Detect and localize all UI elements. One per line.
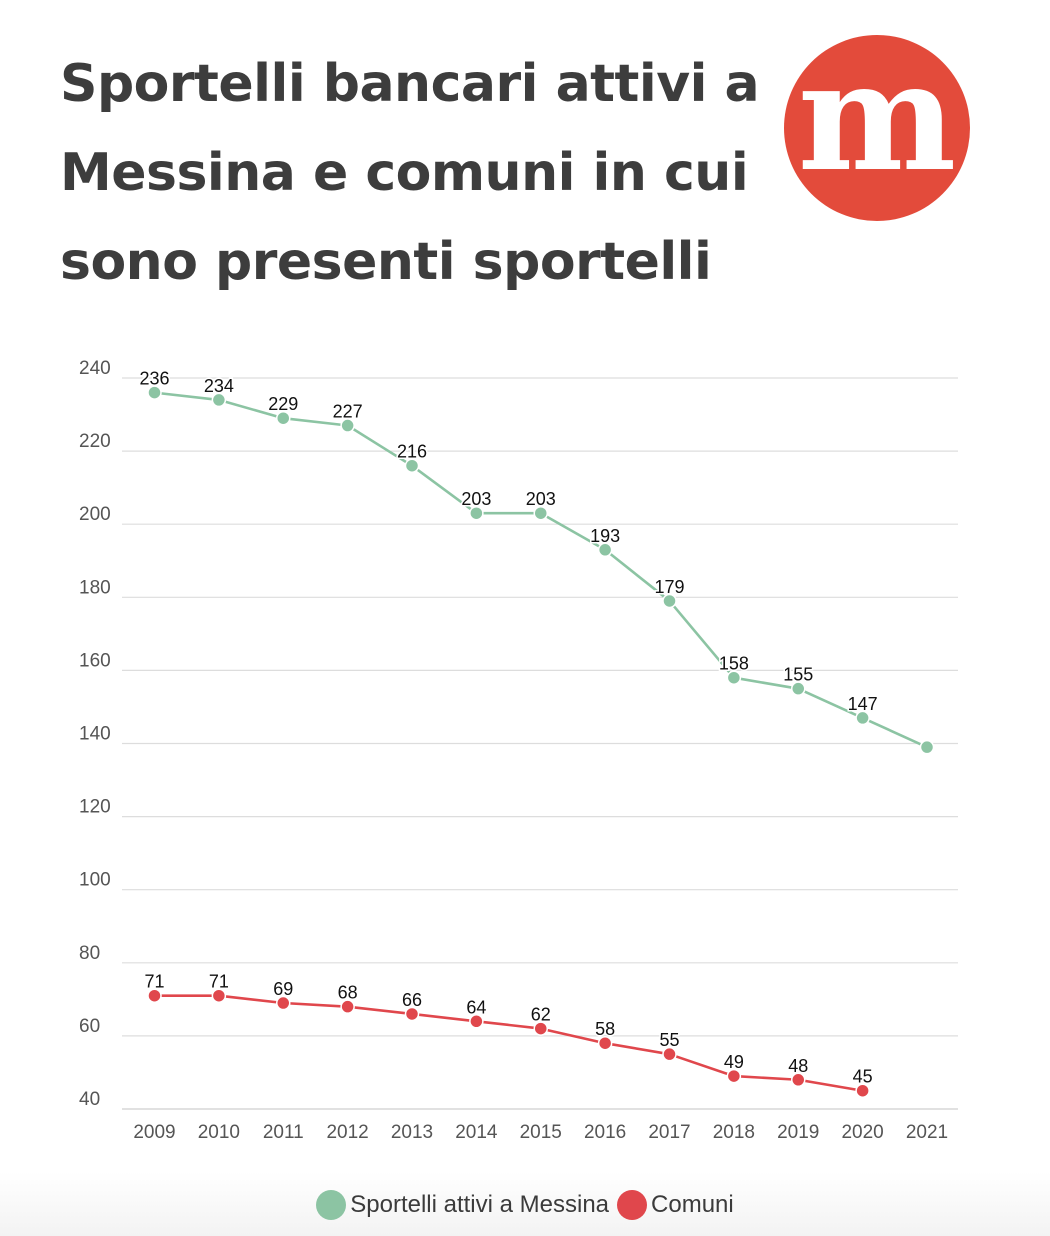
series-line [154,994,863,1093]
legend-item: Sportelli attivi a Messina [316,1190,609,1220]
data-point [597,1035,613,1051]
x-tick-label: 2013 [391,1122,433,1143]
x-tick-label: 2015 [520,1122,562,1143]
data-label: 203 [526,489,556,509]
footer-bar [0,1172,1050,1236]
data-point [662,1046,677,1062]
legend-swatch [316,1190,347,1220]
y-tick-label: 120 [79,797,111,818]
data-point [791,681,806,696]
brand-logo: m [784,35,970,221]
data-point [147,385,162,400]
data-label: 193 [590,526,620,546]
legend-label: Sportelli attivi a Messina [350,1191,610,1218]
data-label: 58 [595,1019,615,1039]
data-point [147,988,162,1003]
data-point [469,505,484,521]
data-point [855,710,870,726]
data-label: 71 [144,972,164,992]
data-label: 49 [724,1052,744,1072]
y-tick-label: 240 [79,358,111,379]
x-tick-label: 2021 [906,1122,948,1143]
data-point [919,739,935,755]
chart-title: Sportelli bancari attivi a Messina e com… [60,54,760,292]
y-tick-label: 100 [79,870,111,891]
data-label: 236 [139,369,169,389]
y-tick-label: 40 [79,1089,100,1110]
x-tick-label: 2020 [841,1122,883,1143]
y-tick-label: 200 [79,504,111,525]
x-tick-label: 2019 [777,1122,819,1143]
data-label: 55 [659,1030,679,1050]
y-tick-label: 140 [79,724,111,745]
data-label: 179 [654,577,684,597]
data-point [791,1072,806,1088]
x-tick-label: 2014 [455,1122,498,1143]
y-tick-label: 220 [79,431,111,452]
data-point [855,1083,870,1098]
series-line [154,391,928,749]
data-label: 227 [333,402,363,422]
data-point [340,418,355,433]
y-tick-label: 160 [79,650,111,671]
data-label: 62 [531,1005,551,1025]
legend-swatch [617,1190,648,1220]
chart-legend: Sportelli attivi a Messina Comuni [0,1190,1050,1220]
data-point [211,988,227,1003]
x-tick-label: 2009 [133,1122,175,1143]
data-label: 69 [273,979,293,999]
data-label: 71 [209,972,229,992]
data-point [597,542,613,558]
data-point [404,458,420,473]
data-label: 48 [788,1056,808,1076]
y-tick-label: 180 [79,577,111,598]
x-tick-label: 2011 [263,1122,304,1143]
data-point [662,593,677,609]
x-tick-label: 2016 [584,1122,626,1143]
x-tick-label: 2017 [648,1122,690,1143]
data-point [533,1021,548,1036]
data-point [340,999,355,1014]
legend-label: Comuni [651,1191,734,1218]
data-label: 68 [338,983,358,1003]
data-point [469,1014,484,1029]
x-tick-label: 2010 [198,1122,240,1143]
data-label: 234 [204,376,234,396]
data-label: 66 [402,990,422,1010]
data-label: 155 [783,665,813,685]
line-chart: 40 60 80 100 120 140 160 180 200 220 240 2009 2010 20… [79,358,958,1143]
data-label: 45 [853,1067,873,1087]
data-label: 216 [397,442,427,462]
data-label: 64 [466,997,486,1017]
legend-item: Comuni [617,1190,734,1220]
data-point [726,670,742,685]
data-point [211,392,227,408]
data-label: 147 [848,694,878,714]
data-label: 229 [268,394,298,414]
y-tick-label: 80 [79,943,100,964]
data-point [533,505,548,521]
x-tick-label: 2018 [713,1122,755,1143]
data-label: 203 [461,489,491,509]
y-tick-label: 60 [79,1016,100,1037]
data-point [276,410,291,426]
data-point [276,995,291,1011]
brand-logo-letter: m [797,29,957,205]
data-label: 158 [719,654,749,674]
data-point [726,1068,742,1084]
x-tick-label: 2012 [326,1122,368,1143]
data-point [404,1006,420,1022]
